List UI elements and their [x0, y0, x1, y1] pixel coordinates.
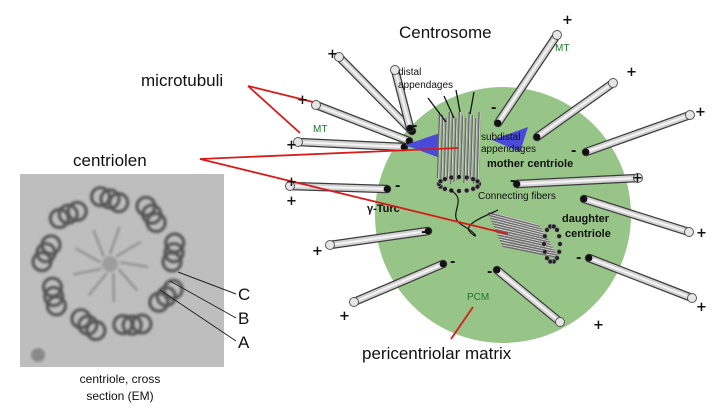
microtubule: [532, 78, 618, 142]
plus-end-sign: +: [696, 226, 707, 241]
distal-appendage-lines: [427, 89, 475, 123]
microtubule: [311, 100, 414, 146]
minus-end-sign: -: [412, 119, 417, 134]
em-caption-line2: section (EM): [86, 389, 153, 403]
minus-end-sign: -: [487, 265, 492, 280]
microtubule: [579, 194, 694, 237]
microtubule: [512, 173, 643, 189]
plus-end-sign: +: [626, 65, 637, 80]
em-micrograph: [20, 174, 224, 367]
centriolen-label: centriolen: [73, 151, 147, 170]
pcm-label: PCM: [467, 292, 489, 303]
microtubule: [285, 181, 392, 194]
blue-cone-left: [405, 133, 440, 158]
blue-cone-right: [492, 127, 528, 152]
plus-end-sign: +: [297, 93, 308, 108]
plus-end-sign: +: [339, 309, 350, 324]
microtubule: [390, 65, 415, 133]
polarity-signs: + + + + + + + + + + + + + + - - - - - - - - - - -: [286, 13, 707, 333]
centrosome-title: Centrosome: [399, 23, 492, 42]
abc-pointers: [159, 271, 237, 342]
mother-centriole-label: mother centriole: [487, 158, 573, 170]
minus-end-sign: -: [571, 144, 576, 159]
plus-end-sign: +: [286, 138, 297, 153]
connecting-fiber-lines: [449, 189, 499, 237]
microtubule: [293, 137, 409, 152]
subdistal-label: subdistal: [481, 132, 520, 143]
daughter-label: daughter: [562, 213, 610, 225]
microtubule: [493, 30, 562, 128]
microtubule: [584, 253, 697, 303]
mother-centriole: [436, 111, 482, 194]
mt-label-left: MT: [313, 124, 327, 135]
minus-end-sign: -: [582, 193, 587, 208]
connecting-fibers-label: Connecting fibers: [478, 191, 556, 202]
plus-end-sign: +: [327, 47, 338, 62]
microtubules: [285, 30, 697, 327]
distal-label: distal: [398, 67, 421, 78]
mt-label-top: MT: [555, 43, 569, 54]
plus-end-sign: +: [286, 175, 297, 190]
gamma-turc-label: γ-Turc: [367, 203, 400, 215]
em-caption-line1: centriole, cross: [80, 372, 161, 386]
appendages-label: appendages: [398, 80, 453, 91]
plus-end-sign: +: [562, 13, 573, 28]
microtubule: [349, 259, 448, 307]
plus-end-sign: +: [312, 244, 323, 259]
label-a: A: [238, 333, 250, 352]
label-b: B: [238, 309, 249, 328]
microtubule: [492, 265, 565, 327]
microtubuli-label: microtubuli: [141, 71, 223, 90]
minus-end-sign: -: [510, 174, 515, 189]
microtubule: [334, 52, 417, 136]
minus-end-sign: -: [576, 251, 581, 266]
microtubule: [581, 110, 695, 157]
subdistal-appendages-label: appendages: [481, 144, 536, 155]
red-pointer-lines: [199, 85, 509, 340]
label-c: C: [238, 285, 250, 304]
plus-end-sign: +: [286, 194, 297, 209]
pericentriolar-matrix-label: pericentriolar matrix: [362, 344, 512, 363]
minus-end-sign: -: [534, 129, 539, 144]
plus-end-sign: +: [632, 171, 643, 186]
plus-end-sign: +: [695, 105, 706, 120]
microtubule: [325, 226, 433, 250]
plus-end-sign: +: [593, 318, 604, 333]
minus-end-sign: -: [395, 179, 400, 194]
minus-end-sign: -: [421, 225, 426, 240]
triplet-ring: [31, 186, 186, 342]
minus-end-sign: -: [450, 255, 455, 270]
daughter-centriole-label: centriole: [565, 228, 611, 240]
minus-end-sign: -: [491, 101, 496, 116]
plus-end-sign: +: [696, 300, 707, 315]
daughter-centriole: [487, 210, 563, 265]
